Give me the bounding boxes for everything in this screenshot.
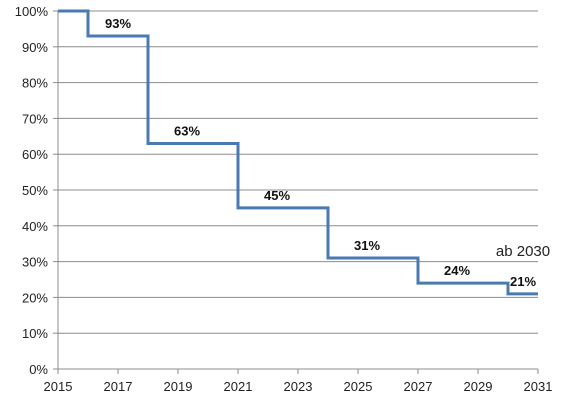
y-tick-label: 50%: [22, 183, 48, 198]
x-tick-label: 2015: [44, 379, 73, 394]
y-tick-label: 0%: [29, 362, 48, 377]
x-tick-label: 2027: [404, 379, 433, 394]
annotation-label: ab 2030: [496, 243, 550, 260]
x-tick-label: 2019: [164, 379, 193, 394]
y-tick-label: 40%: [22, 219, 48, 234]
annotations: ab 2030: [496, 243, 550, 260]
axes: [53, 10, 539, 374]
data-label: 31%: [354, 238, 380, 253]
x-tick-label: 2023: [284, 379, 313, 394]
y-tick-label: 60%: [22, 147, 48, 162]
x-tick-label: 2031: [524, 379, 553, 394]
y-tick-label: 70%: [22, 111, 48, 126]
y-tick-label: 90%: [22, 40, 48, 55]
y-tick-label: 100%: [15, 4, 49, 19]
data-label: 21%: [510, 274, 536, 289]
y-tick-label: 30%: [22, 255, 48, 270]
series-group: [58, 9, 538, 296]
x-tick-label: 2029: [464, 379, 493, 394]
x-tick-label: 2021: [224, 379, 253, 394]
y-tick-label: 10%: [22, 326, 48, 341]
gridlines: [58, 10, 538, 370]
data-label: 24%: [444, 263, 470, 278]
y-tick-label: 80%: [22, 76, 48, 91]
data-label: 63%: [174, 123, 200, 138]
y-tick-label: 20%: [22, 290, 48, 305]
data-label: 93%: [105, 16, 131, 31]
data-label: 45%: [264, 188, 290, 203]
x-tick-label: 2017: [104, 379, 133, 394]
x-axis-tick-labels: 2015 2017 2019 2021 2023 2025 2027 2029 2031: [44, 379, 553, 394]
series-line-0: [58, 9, 538, 296]
y-axis-tick-labels: 0% 10% 20% 30% 40% 50% 60% 70% 80% 90% 100%: [15, 4, 49, 377]
x-tick-label: 2025: [344, 379, 373, 394]
data-labels: 93% 63% 45% 31% 24% 21%: [105, 16, 536, 289]
